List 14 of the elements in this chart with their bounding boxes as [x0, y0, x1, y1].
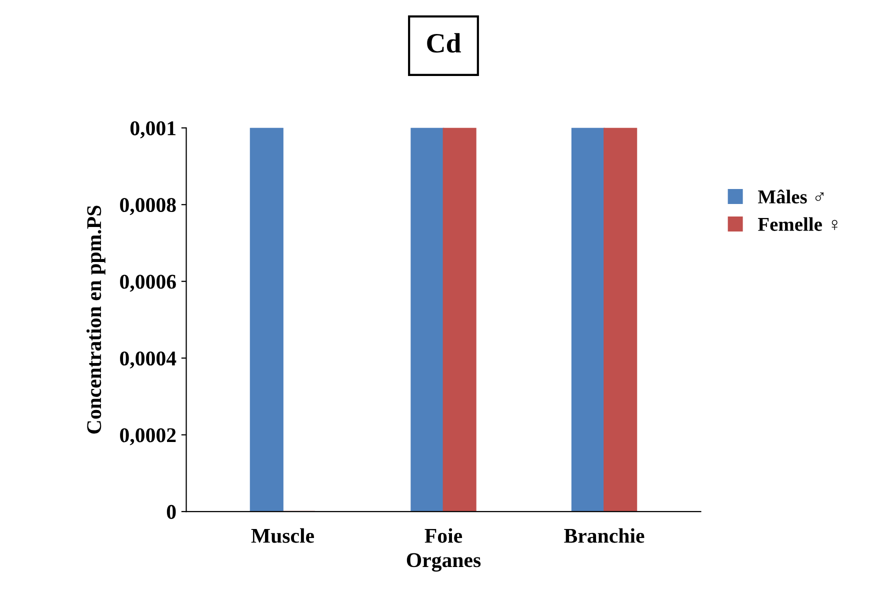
y-tick-label: 0,0004 — [120, 351, 176, 369]
legend-label: Femelle ♀ — [758, 217, 838, 231]
x-tick-label: Branchie — [564, 528, 644, 543]
y-tick-label: 0,001 — [130, 121, 176, 138]
chart-title: Cd — [427, 33, 461, 53]
x-axis-title: Organes — [406, 553, 481, 572]
x-tick-label: Foie — [424, 528, 462, 543]
legend-label: Mâles ♂ — [758, 190, 824, 204]
y-tick-label: 0,0002 — [120, 428, 176, 446]
y-tick-label: 0,0006 — [120, 274, 176, 292]
y-tick-label: 0,0008 — [120, 198, 176, 216]
y-axis-title: Concentration en ppm.PS — [86, 206, 106, 434]
y-tick-label: 0 — [166, 504, 176, 519]
x-tick-label: Muscle — [251, 528, 314, 543]
